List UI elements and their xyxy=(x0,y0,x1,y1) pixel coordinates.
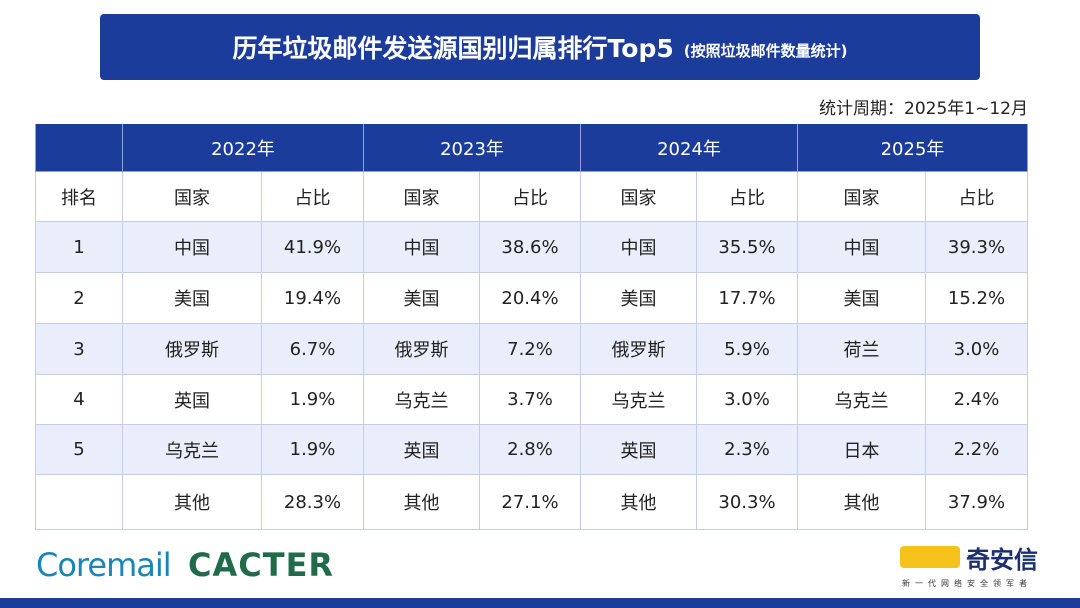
table-cell xyxy=(35,124,123,172)
table-cell: 俄罗斯 xyxy=(581,324,697,375)
logo: Coremail xyxy=(36,546,172,584)
table-cell: 乌克兰 xyxy=(581,375,697,425)
table-cell: 中国 xyxy=(364,222,480,273)
table-cell: 乌克兰 xyxy=(364,375,480,425)
table-cell: 英国 xyxy=(364,425,480,475)
table-cell: 30.3% xyxy=(697,475,798,530)
table-cell: 37.9% xyxy=(926,475,1028,530)
table-cell xyxy=(35,475,123,530)
table-cell: 2024年 xyxy=(581,124,798,172)
table-cell: 2 xyxy=(35,273,123,324)
table-cell: 7.2% xyxy=(480,324,581,375)
title: 历年垃圾邮件发送源国别归属排行Top5 xyxy=(232,34,674,63)
table-cell: 中国 xyxy=(123,222,262,273)
table-cell: 20.4% xyxy=(480,273,581,324)
table-cell: 38.6% xyxy=(480,222,581,273)
table-cell: 35.5% xyxy=(697,222,798,273)
table-cell: 3.7% xyxy=(480,375,581,425)
title-bar: 历年垃圾邮件发送源国别归属排行Top5 (按照垃圾邮件数量统计) xyxy=(100,14,980,80)
table-cell: 占比 xyxy=(697,172,798,222)
table-cell: 2023年 xyxy=(364,124,581,172)
logo-icon xyxy=(900,546,960,568)
table-cell: 排名 xyxy=(35,172,123,222)
table-cell: 2.3% xyxy=(697,425,798,475)
table-cell: 国家 xyxy=(123,172,262,222)
table-cell: 乌克兰 xyxy=(798,375,926,425)
table-cell: 15.2% xyxy=(926,273,1028,324)
table-cell: 国家 xyxy=(798,172,926,222)
table-cell: 中国 xyxy=(798,222,926,273)
table-cell: 中国 xyxy=(581,222,697,273)
table-cell: 27.1% xyxy=(480,475,581,530)
table-cell: 6.7% xyxy=(262,324,364,375)
logo: CACTER xyxy=(188,546,335,584)
table-cell: 其他 xyxy=(581,475,697,530)
table-cell: 美国 xyxy=(123,273,262,324)
table-cell: 俄罗斯 xyxy=(123,324,262,375)
bottom-stripe xyxy=(0,598,1080,608)
table-cell: 美国 xyxy=(798,273,926,324)
table-cell: 俄罗斯 xyxy=(364,324,480,375)
table-cell: 2.2% xyxy=(926,425,1028,475)
table-cell: 占比 xyxy=(262,172,364,222)
table-cell: 39.3% xyxy=(926,222,1028,273)
table-cell: 美国 xyxy=(364,273,480,324)
table-cell: 1 xyxy=(35,222,123,273)
table-cell: 41.9% xyxy=(262,222,364,273)
table-cell: 1.9% xyxy=(262,425,364,475)
table-cell: 日本 xyxy=(798,425,926,475)
table-cell: 5.9% xyxy=(697,324,798,375)
slogan: 新一代网络安全领军者 xyxy=(902,579,1032,588)
table-cell: 占比 xyxy=(480,172,581,222)
table-cell: 其他 xyxy=(123,475,262,530)
table-cell: 3.0% xyxy=(926,324,1028,375)
period: 统计周期：2025年1~12月 xyxy=(819,99,1028,119)
table-cell: 2.8% xyxy=(480,425,581,475)
table-cell: 英国 xyxy=(581,425,697,475)
table-cell: 4 xyxy=(35,375,123,425)
table-cell: 2.4% xyxy=(926,375,1028,425)
table-cell: 其他 xyxy=(798,475,926,530)
table-cell: 5 xyxy=(35,425,123,475)
table-cell: 美国 xyxy=(581,273,697,324)
table-cell: 国家 xyxy=(581,172,697,222)
table-cell: 1.9% xyxy=(262,375,364,425)
subtitle: (按照垃圾邮件数量统计) xyxy=(683,41,848,60)
table-cell: 19.4% xyxy=(262,273,364,324)
table-cell: 3.0% xyxy=(697,375,798,425)
brand: 奇安信 xyxy=(966,546,1038,574)
table-cell: 2022年 xyxy=(123,124,364,172)
table-cell: 2025年 xyxy=(798,124,1028,172)
table-cell: 其他 xyxy=(364,475,480,530)
table-cell: 17.7% xyxy=(697,273,798,324)
table-cell: 3 xyxy=(35,324,123,375)
table-cell: 28.3% xyxy=(262,475,364,530)
table-cell: 乌克兰 xyxy=(123,425,262,475)
table-cell: 英国 xyxy=(123,375,262,425)
table-cell: 占比 xyxy=(926,172,1028,222)
table-cell: 荷兰 xyxy=(798,324,926,375)
table-cell: 国家 xyxy=(364,172,480,222)
